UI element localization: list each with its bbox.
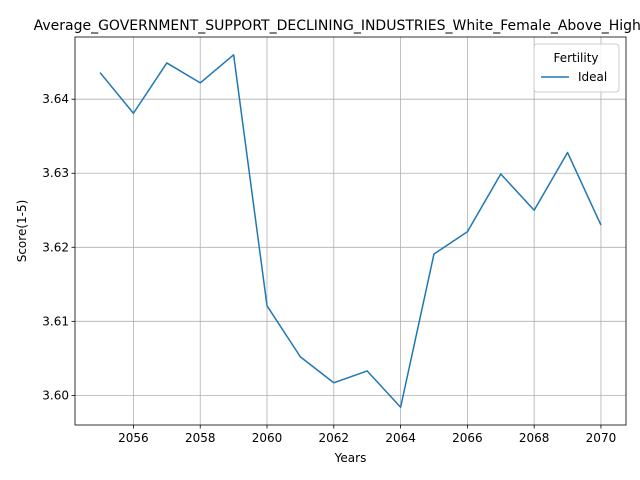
series-layer xyxy=(99,54,602,408)
x-tick-label: 2058 xyxy=(185,431,216,445)
y-tick-label: 3.63 xyxy=(42,166,69,180)
x-tick-label: 2068 xyxy=(519,431,550,445)
x-tick-label: 2066 xyxy=(452,431,483,445)
x-axis-label: Years xyxy=(334,451,367,465)
legend: Fertility Ideal xyxy=(533,43,620,93)
y-tick-label: 3.61 xyxy=(42,314,69,328)
grid xyxy=(75,37,626,425)
x-tick-label: 2056 xyxy=(118,431,149,445)
y-tick-label: 3.64 xyxy=(42,92,69,106)
y-tick-label: 3.62 xyxy=(42,240,69,254)
legend-box xyxy=(533,43,620,93)
legend-title: Fertility xyxy=(553,51,598,65)
y-axis: 3.60 3.61 3.62 3.63 3.64 xyxy=(42,92,75,402)
series-line-ideal xyxy=(99,54,602,408)
chart-title: Average_GOVERNMENT_SUPPORT_DECLINING_IND… xyxy=(34,18,640,34)
y-axis-label: Score(1-5) xyxy=(15,200,29,263)
y-tick-label: 3.60 xyxy=(42,388,69,402)
x-tick-label: 2060 xyxy=(252,431,283,445)
x-tick-label: 2062 xyxy=(319,431,350,445)
x-tick-label: 2064 xyxy=(385,431,416,445)
plot-area xyxy=(74,36,627,426)
x-axis: 2056 2058 2060 2062 2064 2066 2068 2070 xyxy=(118,425,616,445)
legend-entry-ideal: Ideal xyxy=(578,70,607,84)
x-tick-label: 2070 xyxy=(586,431,617,445)
